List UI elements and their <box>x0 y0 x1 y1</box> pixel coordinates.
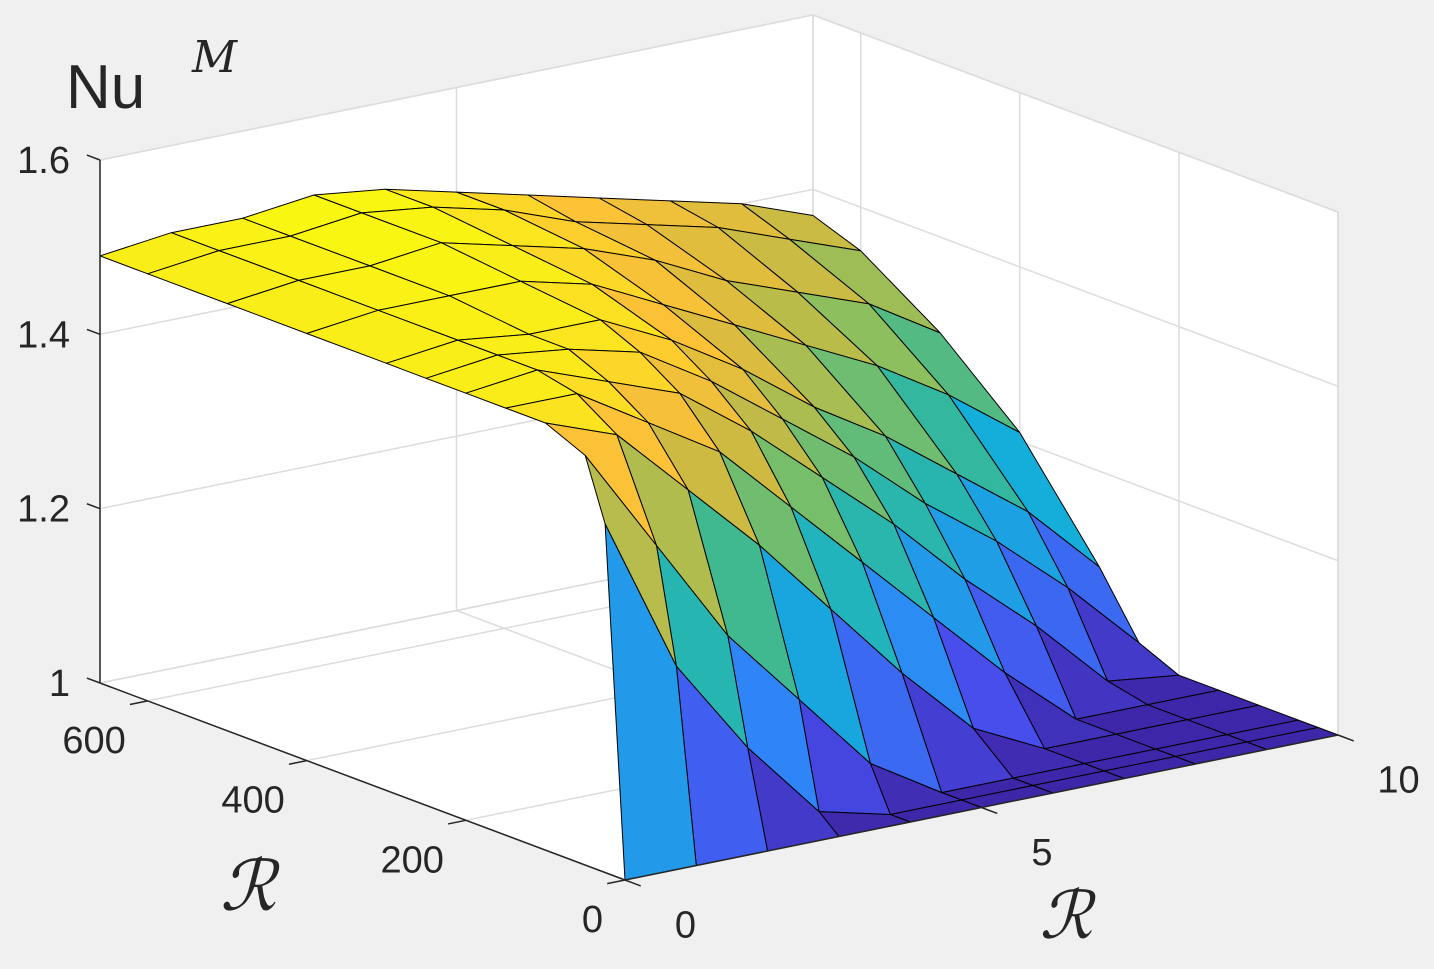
x-tick-label: 0 <box>675 905 696 947</box>
y-tick-mark <box>129 700 148 706</box>
x-tick-mark <box>624 879 642 887</box>
z-tick-label: 1 <box>49 663 70 705</box>
y-tick-label: 0 <box>582 899 603 941</box>
x-tick-mark <box>981 806 998 815</box>
axes: 0 5 10 0 200 400 600 1 1.2 1.4 1.6 <box>17 140 1419 947</box>
x-tick-label: 5 <box>1031 832 1052 874</box>
z-tick-mark <box>86 328 101 336</box>
y-tick-label: 600 <box>62 720 125 762</box>
x-tick-mark <box>1337 734 1355 742</box>
z-tick-label: 1.4 <box>17 314 70 356</box>
box-edge <box>812 14 1339 213</box>
box-edge <box>99 14 814 161</box>
x-axis-label: ℛ <box>1040 877 1097 954</box>
y-tick-mark <box>288 759 307 765</box>
z-tick-label: 1.6 <box>17 140 70 182</box>
z-tick-mark <box>86 677 101 684</box>
y-tick-mark <box>447 819 467 825</box>
y-tick-label: 400 <box>221 780 284 822</box>
y-axis-line <box>99 682 626 881</box>
z-tick-mark <box>86 154 101 161</box>
z-axis-label-superscript: M <box>191 32 238 83</box>
surface <box>99 188 1339 881</box>
y-axis-label: ℛ <box>220 845 280 927</box>
x-tick-label: 10 <box>1377 760 1419 802</box>
z-axis-label: Nu <box>66 53 145 122</box>
grid-line <box>812 188 1339 388</box>
z-tick-mark <box>86 503 101 510</box>
y-tick-label: 200 <box>381 839 444 881</box>
z-tick-label: 1.2 <box>17 489 70 531</box>
y-tick-mark <box>607 879 626 885</box>
